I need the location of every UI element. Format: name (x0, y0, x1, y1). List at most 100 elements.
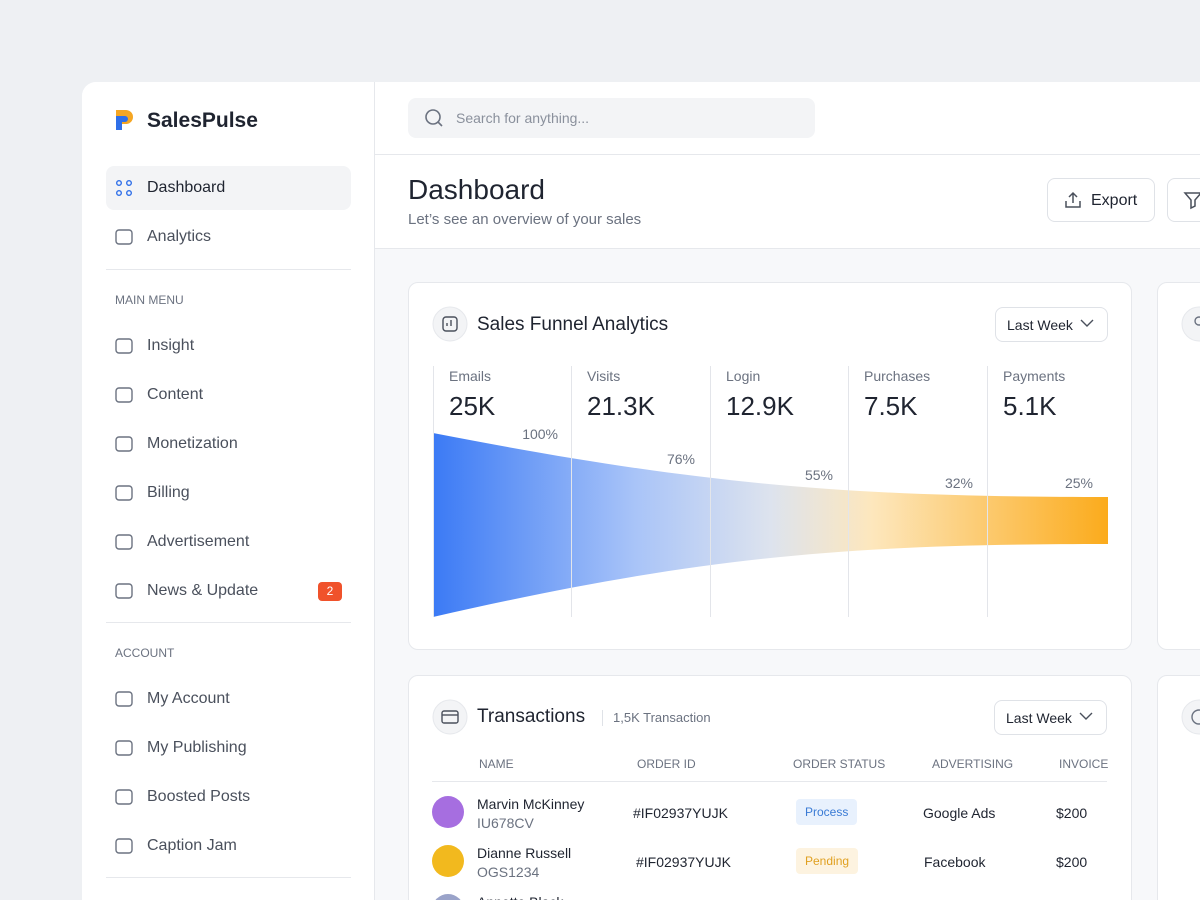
section-title: MAIN MENU (115, 293, 184, 307)
nav-icon (115, 740, 133, 756)
column-header: ORDER ID (637, 757, 696, 771)
customer-name: Dianne Russell (477, 845, 572, 861)
stage-divider (848, 366, 849, 617)
customer-code: IU678CV (477, 815, 534, 831)
nav-item[interactable]: Advertisement (147, 533, 250, 550)
customer-name: Annette Black (477, 894, 563, 900)
stage-percent: 76% (666, 451, 695, 467)
nav-item[interactable]: My Publishing (147, 739, 247, 756)
avatar (432, 796, 464, 828)
stage-label: Emails (449, 368, 492, 384)
invoice: $200 (1056, 805, 1088, 821)
nav-item[interactable]: Monetization (147, 435, 238, 452)
status-badge: Process (796, 799, 858, 825)
table-header-line (432, 781, 1107, 782)
divider (106, 877, 351, 878)
section-title: ACCOUNT (115, 646, 175, 660)
page-subtitle: Let’s see an overview of your sales (408, 211, 642, 228)
globe-icon (1181, 699, 1200, 735)
side-card (1157, 282, 1200, 650)
advertising: Google Ads (923, 805, 996, 821)
status-badge: Pending (796, 848, 859, 874)
nav-item[interactable]: Caption Jam (147, 837, 237, 854)
chevron (1080, 319, 1094, 327)
order-id: #IF02937YUJK (636, 854, 731, 870)
funnel-title: Sales Funnel Analytics (477, 314, 669, 335)
stage-value: 21.3K (587, 391, 655, 421)
stage-percent: 32% (944, 475, 973, 491)
invoice: $200 (1056, 854, 1088, 870)
export-button[interactable] (1047, 178, 1155, 222)
stage-divider (710, 366, 711, 617)
search-placeholder: Search for anything... (456, 110, 590, 126)
stage-value: 25K (449, 391, 496, 421)
divider (106, 622, 351, 623)
sidebar (82, 82, 375, 900)
nav-icon (115, 583, 133, 599)
stage-divider (571, 366, 572, 617)
search-icon (425, 109, 443, 127)
stage-value: 7.5K (864, 391, 918, 421)
user-icon (1181, 306, 1200, 342)
advertising: Facebook (924, 854, 986, 870)
divider (106, 269, 351, 270)
nav-icon (115, 485, 133, 501)
nav-icon (115, 436, 133, 452)
nav-item[interactable]: Dashboard (147, 179, 226, 196)
stage-percent: 55% (804, 467, 833, 483)
column-header: NAME (479, 757, 514, 771)
active-item (106, 166, 351, 210)
nav-icon (115, 691, 133, 707)
nav-icon (115, 534, 133, 550)
funnel-shape (433, 433, 1108, 617)
export-label: Export (1091, 192, 1138, 209)
nav-item[interactable]: Billing (147, 484, 190, 501)
page-title: Dashboard (408, 174, 545, 205)
stage-label: Purchases (864, 368, 931, 384)
nav-item[interactable]: Insight (147, 337, 195, 354)
stage-divider (433, 366, 434, 617)
nav-icon (115, 387, 133, 403)
nav-icon (115, 838, 133, 854)
search-box[interactable] (408, 98, 815, 138)
avatar (432, 894, 464, 900)
separator (602, 710, 603, 726)
customer-name: Marvin McKinney (477, 796, 585, 812)
stage-label: Login (726, 368, 761, 384)
column-header: ORDER STATUS (793, 757, 886, 771)
brand: SalesPulse (147, 109, 258, 132)
nav-icon (116, 180, 132, 196)
filter-icon (1183, 192, 1200, 210)
nav-item[interactable]: News & Update (147, 582, 259, 599)
stage-percent: 25% (1064, 475, 1093, 491)
nav-item[interactable]: My Account (147, 690, 230, 707)
stage-divider (987, 366, 988, 617)
period-dropdown[interactable] (995, 307, 1108, 342)
chart-icon (432, 306, 468, 342)
order-id: #IF02937YUJK (633, 805, 728, 821)
stage-percent: 100% (522, 426, 558, 442)
badge: 2 (318, 582, 342, 601)
export-icon (1065, 191, 1081, 208)
customer-code: OGS1234 (477, 864, 540, 880)
period-label: Last Week (1006, 710, 1072, 726)
period-label: Last Week (1007, 317, 1073, 333)
column-header: ADVERTISING (932, 757, 1014, 771)
nav-icon (115, 338, 133, 354)
chevron (1079, 712, 1093, 720)
column-header: INVOICE (1059, 757, 1109, 771)
stage-value: 5.1K (1003, 391, 1057, 421)
nav-item[interactable]: Boosted Posts (147, 788, 251, 805)
nav-item[interactable]: Content (147, 386, 204, 403)
transactions-title: Transactions (477, 706, 586, 727)
avatar (432, 845, 464, 877)
card-icon (432, 699, 468, 735)
transactions-count: 1,5K Transaction (613, 710, 711, 725)
nav-item[interactable]: Analytics (147, 228, 212, 245)
stage-label: Payments (1003, 368, 1066, 384)
nav-icon (115, 229, 133, 245)
logo (116, 110, 133, 130)
nav-icon (115, 789, 133, 805)
